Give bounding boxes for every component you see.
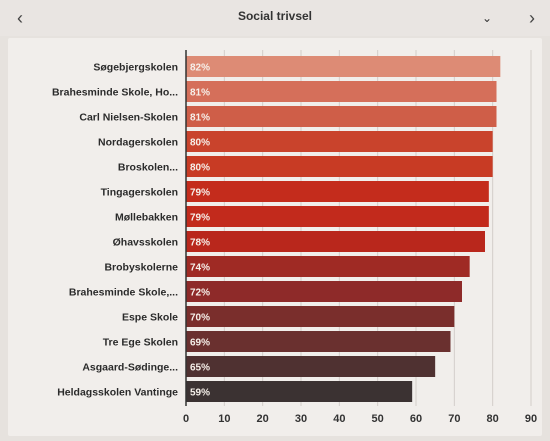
category-label: Nordagerskolen [98, 137, 178, 149]
data-label: 80% [190, 138, 210, 149]
x-tick-label: 60 [410, 413, 422, 425]
x-tick-label: 50 [372, 413, 384, 425]
data-label: 80% [190, 163, 210, 174]
x-tick-label: 20 [257, 413, 269, 425]
bar[interactable] [186, 256, 470, 277]
data-label: 69% [190, 338, 210, 349]
bar[interactable] [186, 56, 501, 77]
x-tick-label: 70 [448, 413, 460, 425]
category-label: Heldagsskolen Vantinge [57, 387, 178, 399]
bar[interactable] [186, 81, 497, 102]
category-label: Carl Nielsen-Skolen [79, 112, 178, 124]
bar[interactable] [186, 206, 489, 227]
bar[interactable] [186, 381, 413, 402]
data-label: 59% [190, 388, 210, 399]
header-bar: ‹ Social trivsel ⌄ › [0, 0, 550, 36]
x-tick-label: 80 [487, 413, 499, 425]
chevron-left-icon[interactable]: ‹ [17, 8, 23, 28]
data-label: 65% [190, 363, 210, 374]
data-label: 79% [190, 188, 210, 199]
x-tick-label: 40 [333, 413, 345, 425]
chevron-down-icon[interactable]: ⌄ [481, 11, 493, 25]
data-label: 82% [190, 63, 210, 74]
data-label: 72% [190, 288, 210, 299]
x-tick-label: 30 [295, 413, 307, 425]
category-label: Broskolen... [118, 162, 178, 174]
category-label: Øhavsskolen [113, 237, 178, 249]
bar[interactable] [186, 281, 462, 302]
bar[interactable] [186, 356, 436, 377]
bar[interactable] [186, 306, 455, 327]
bar[interactable] [186, 131, 493, 152]
x-tick-label: 90 [525, 413, 537, 425]
page-title: Social trivsel [237, 9, 313, 23]
x-tick-label: 10 [218, 413, 230, 425]
chart-panel: Søgebjergskolen 82% Brahesminde Skole, Ho.… [8, 38, 542, 436]
data-label: 78% [190, 238, 210, 249]
x-tick-label: 0 [183, 413, 189, 425]
category-label: Tre Ege Skolen [103, 337, 178, 349]
data-label: 81% [190, 113, 210, 124]
category-label: Brahesminde Skole, Ho... [52, 87, 178, 99]
data-label: 74% [190, 263, 210, 274]
bar[interactable] [186, 331, 451, 352]
bar[interactable] [186, 156, 493, 177]
bar[interactable] [186, 181, 489, 202]
category-label: Espe Skole [122, 312, 178, 324]
category-label: Møllebakken [115, 212, 178, 224]
category-label: Brobyskolerne [104, 262, 178, 274]
data-label: 79% [190, 213, 210, 224]
chevron-right-icon[interactable]: › [529, 8, 535, 28]
data-label: 70% [190, 313, 210, 324]
category-label: Søgebjergskolen [93, 62, 178, 74]
category-label: Asgaard-Sødinge... [82, 362, 178, 374]
data-label: 81% [190, 88, 210, 99]
category-label: Brahesminde Skole,... [69, 287, 178, 299]
bar[interactable] [186, 231, 485, 252]
category-label: Tingagerskolen [101, 187, 178, 199]
bar-chart: Søgebjergskolen 82% Brahesminde Skole, Ho.… [52, 50, 537, 425]
bar[interactable] [186, 106, 497, 127]
